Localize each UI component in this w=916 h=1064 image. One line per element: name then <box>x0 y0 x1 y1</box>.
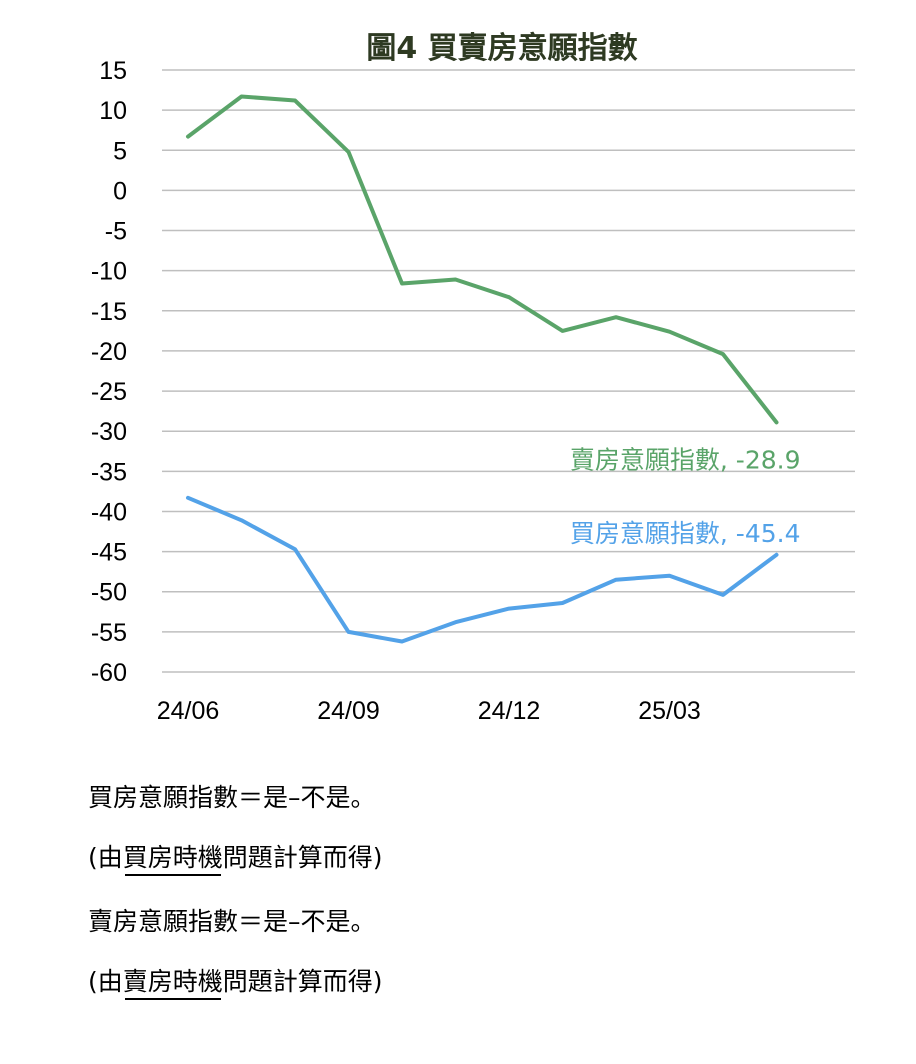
data-point <box>400 639 404 643</box>
y-tick-label: -40 <box>91 498 127 526</box>
data-point <box>347 150 350 154</box>
data-point <box>186 496 190 500</box>
data-point <box>775 553 778 557</box>
sell-index-source: (由賣房時機問題計算而得) <box>88 962 383 998</box>
x-tick-label: 25/03 <box>638 697 701 725</box>
data-point <box>507 295 511 299</box>
data-point <box>775 420 778 424</box>
x-tick-label: 24/06 <box>157 697 220 725</box>
y-tick-label: 5 <box>113 137 127 165</box>
buy-source-suffix: 問題計算而得) <box>222 843 383 872</box>
data-point <box>240 518 243 522</box>
data-point <box>614 315 618 319</box>
y-tick-label: -35 <box>91 458 127 486</box>
data-label-buy-index: 買房意願指數, -45.4 <box>570 519 801 548</box>
data-label-sell-index: 賣房意願指數, -28.9 <box>570 445 801 474</box>
data-point <box>507 607 511 611</box>
data-point <box>721 352 725 356</box>
data-point <box>614 578 618 582</box>
gridlines <box>162 69 855 673</box>
sell-source-underlined: 賣房時機 <box>122 967 223 996</box>
buy-index-source: (由買房時機問題計算而得) <box>88 838 383 874</box>
data-point <box>240 94 243 98</box>
data-point <box>561 329 564 333</box>
y-tick-label: 15 <box>99 57 127 85</box>
data-point <box>454 620 457 624</box>
y-tick-label: -55 <box>91 619 127 647</box>
data-point <box>721 593 725 597</box>
sell-index-formula: 賣房意願指數＝是–不是。 <box>88 907 376 936</box>
y-tick-label: -15 <box>91 298 127 326</box>
data-point <box>668 330 671 334</box>
y-tick-label: -45 <box>91 539 127 567</box>
x-tick-label: 24/12 <box>478 697 541 725</box>
data-point <box>293 547 297 551</box>
data-point <box>186 135 190 139</box>
x-tick-label: 24/09 <box>317 697 380 725</box>
series-lines <box>186 94 779 644</box>
sell-source-prefix: (由 <box>88 967 123 996</box>
data-point <box>347 630 350 634</box>
x-axis-ticks: 24/06 24/09 24/12 25/03 <box>157 697 701 725</box>
y-tick-label: -20 <box>91 338 127 366</box>
y-tick-label: -50 <box>91 579 127 607</box>
data-point <box>668 574 671 578</box>
data-point <box>561 601 564 605</box>
data-point <box>400 282 404 286</box>
y-tick-label: -60 <box>91 659 127 687</box>
y-tick-label: -25 <box>91 378 127 406</box>
buy-index-formula: 買房意願指數＝是–不是。 <box>88 783 376 812</box>
end-labels: 賣房意願指數, -28.9 買房意願指數, -45.4 <box>570 445 801 547</box>
y-tick-label: -30 <box>91 418 127 446</box>
y-tick-label: -5 <box>105 218 127 246</box>
buy-source-prefix: (由 <box>88 843 123 872</box>
y-tick-label: 10 <box>99 97 127 125</box>
buy-source-underlined: 買房時機 <box>122 843 223 872</box>
sell-source-suffix: 問題計算而得) <box>222 967 383 996</box>
data-point <box>293 99 297 103</box>
data-point <box>454 277 457 281</box>
y-axis-ticks: 15 10 5 0 -5 -10 -15 -20 -25 -30 -35 -40 -45 -50 -55 -6… <box>91 57 127 687</box>
line-chart: 圖4 買賣房意願指數 15 10 5 0 -5 -10 -15 -20 -25 -30 -35 -40… <box>91 31 855 725</box>
chart-title: 圖4 買賣房意願指數 <box>366 31 637 66</box>
y-tick-label: 0 <box>113 177 127 205</box>
series-line-buy-index <box>186 495 779 644</box>
series-line-sell-index <box>186 94 779 425</box>
y-tick-label: -10 <box>91 258 127 286</box>
